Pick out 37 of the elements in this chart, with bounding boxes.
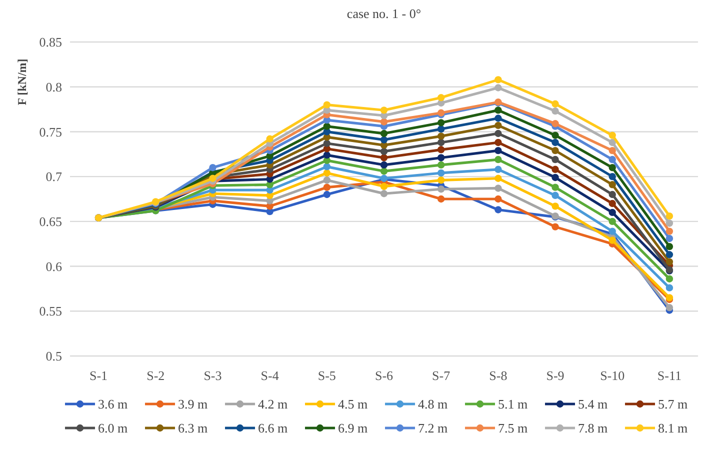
x-tick-label: S-1: [90, 368, 108, 383]
y-tick-label: 0.65: [39, 214, 62, 229]
y-tick-label: 0.75: [39, 124, 62, 140]
legend-label: 3.9 m: [178, 396, 208, 412]
legend-label: 6.3 m: [178, 420, 208, 436]
y-tick-label: 0.85: [39, 34, 62, 50]
legend-label: 7.5 m: [498, 420, 528, 436]
y-tick-label: 0.55: [39, 304, 62, 319]
y-tick-label: 0.5: [46, 348, 62, 364]
legend-label: 4.8 m: [418, 396, 448, 412]
legend-label: 4.5 m: [338, 396, 368, 412]
legend-label: 6.9 m: [338, 420, 368, 436]
x-tick-label: S-2: [146, 368, 165, 383]
legend-label: 3.6 m: [98, 396, 128, 412]
chart-title: case no. 1 - 0°: [346, 6, 422, 21]
x-tick-label: S-9: [546, 368, 564, 383]
legend-label: 6.0 m: [98, 420, 128, 436]
x-tick-label: S-7: [432, 368, 451, 383]
x-tick-label: S-4: [260, 368, 280, 383]
legend-label: 7.8 m: [578, 420, 608, 436]
legend-label: 4.2 m: [258, 396, 288, 412]
y-axis-title: F [kN/m]: [15, 58, 29, 106]
x-tick-label: S-5: [318, 368, 336, 383]
legend-label: 8.1 m: [658, 420, 688, 436]
y-tick-label: 0.6: [46, 258, 62, 274]
legend-label: 5.1 m: [498, 396, 528, 412]
y-tick-label: 0.7: [46, 169, 62, 184]
x-tick-label: S-11: [657, 368, 682, 383]
x-tick-label: S-10: [600, 368, 625, 383]
legend-label: 6.6 m: [258, 420, 288, 436]
x-tick-label: S-8: [489, 368, 508, 383]
legend-label: 7.2 m: [418, 420, 448, 436]
legend-label: 5.7 m: [658, 396, 688, 412]
x-tick-label: S-6: [374, 368, 394, 383]
legend-label: 5.4 m: [578, 396, 608, 412]
x-tick-label: S-3: [204, 368, 222, 383]
y-tick-label: 0.8: [46, 79, 62, 94]
